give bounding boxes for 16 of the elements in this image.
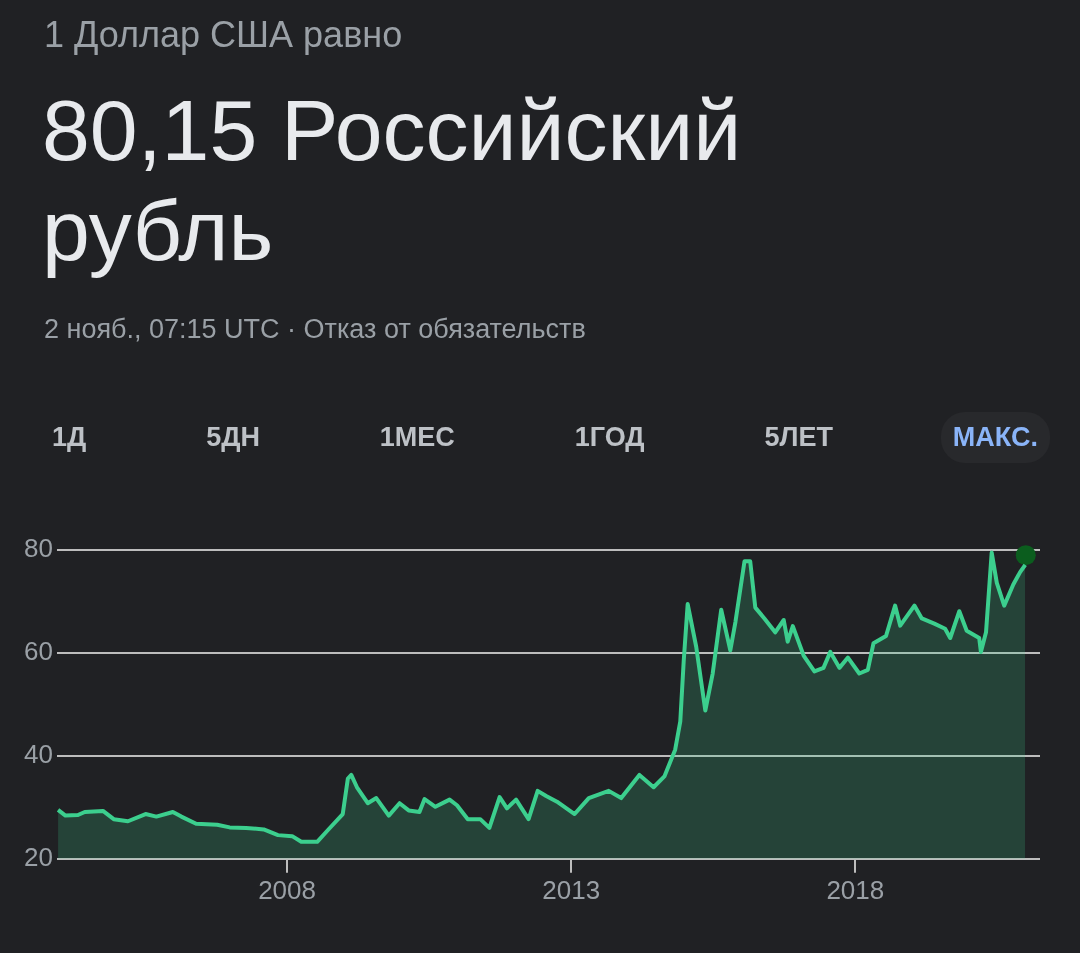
text: 5ЛЕТ bbox=[763, 421, 834, 454]
text: 1ГОД bbox=[573, 421, 646, 454]
x-tick-label: 2008 bbox=[258, 874, 316, 905]
chart-title: 1 Доллар США равно bbox=[44, 14, 403, 56]
text: 1МЕС bbox=[378, 421, 456, 454]
y-tick-label: 80 bbox=[24, 533, 53, 564]
x-tick-label: 2018 bbox=[826, 874, 885, 905]
text: 1Д bbox=[51, 421, 88, 454]
y-tick-label: 20 bbox=[24, 841, 53, 872]
chart-subtitle: 80,15 Российский рубль bbox=[42, 81, 743, 280]
text: МАКС. bbox=[940, 412, 1050, 463]
x-tick-label: 2013 bbox=[542, 874, 601, 905]
y-tick-label: 40 bbox=[24, 739, 53, 770]
y-tick-label: 60 bbox=[24, 636, 53, 667]
text: 5ДН bbox=[205, 421, 261, 454]
text: 2 нояб., 07:15 UTC · Отказ от обязательств bbox=[44, 314, 586, 345]
